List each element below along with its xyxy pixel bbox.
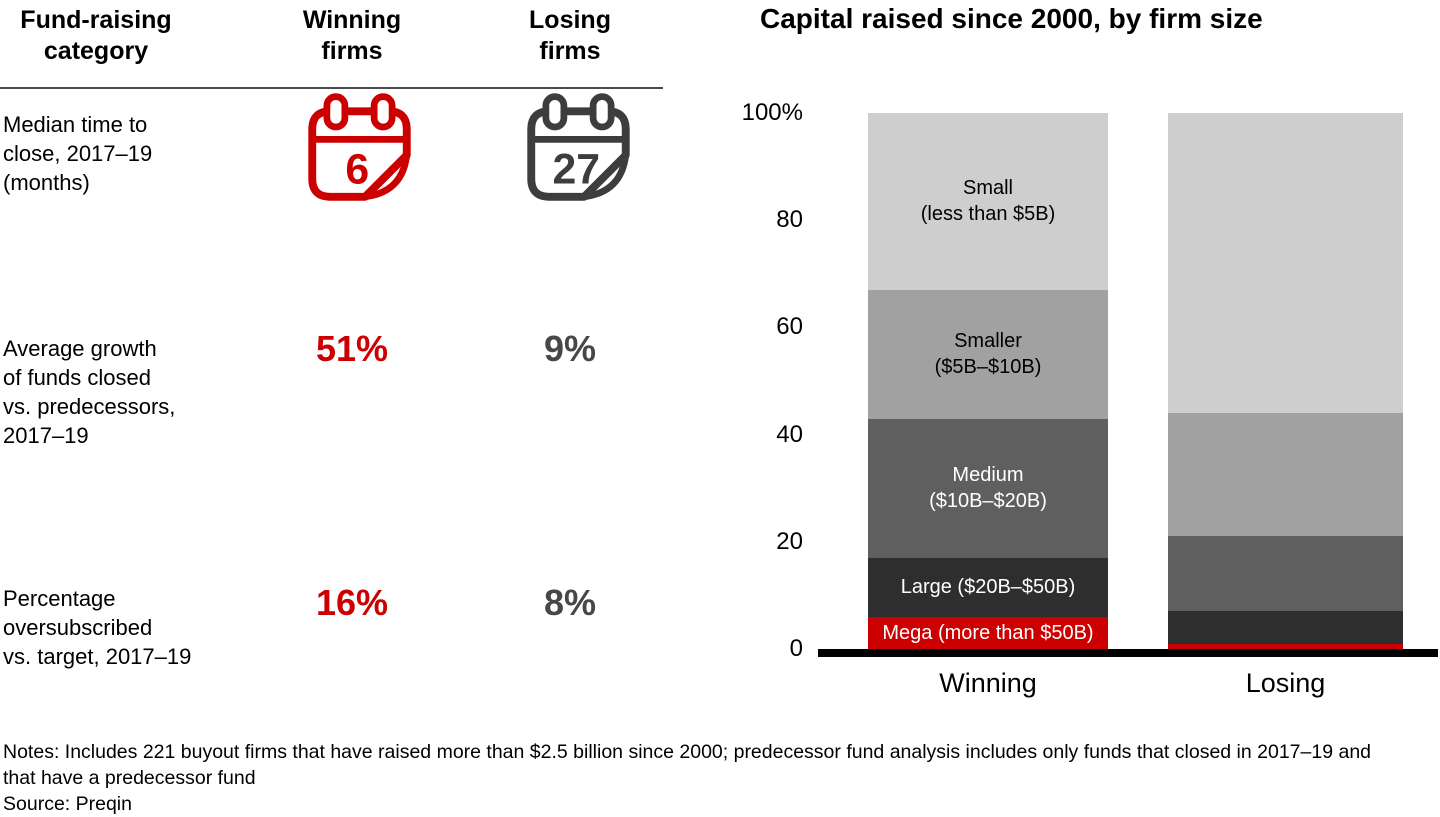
- table-header-winning-firms: Winning firms: [302, 6, 402, 65]
- row-label-average-growth: Average growth of funds closed vs. prede…: [3, 336, 176, 448]
- bar-segment: Mega (more than $50B): [868, 616, 1108, 649]
- y-tick-label: 0: [789, 635, 803, 662]
- calendar-icon-winning: 6: [308, 93, 411, 201]
- x-axis-baseline: [818, 649, 1438, 657]
- value-losing-oversubscribed: 8%: [543, 582, 597, 623]
- bar-winning: Small (less than $5B) Smaller ($5B–$10B) M…: [868, 113, 1108, 649]
- bar-segment: Small (less than $5B): [868, 113, 1108, 290]
- bar-segment: [1168, 536, 1403, 612]
- segment-label: Large ($20B–$50B): [900, 576, 1076, 599]
- segment-label: Mega (more than $50B): [882, 621, 1094, 644]
- y-tick-label: 20: [776, 527, 803, 555]
- y-tick-label: 40: [776, 420, 803, 448]
- x-label-winning: Winning: [939, 668, 1037, 698]
- row-label-median-time-to-close: Median time to close, 2017–19 (months): [3, 112, 153, 195]
- value-losing-growth: 9%: [543, 328, 597, 369]
- calendar-number-winning: 6: [345, 145, 369, 193]
- bar-segment: Medium ($10B–$20B): [868, 418, 1108, 558]
- notes-text: Notes: Includes 221 buyout firms that ha…: [3, 741, 1372, 789]
- y-tick-label: 80: [776, 206, 803, 234]
- fundraising-table: Fund-raising category Winning firms Losi…: [0, 0, 680, 720]
- bar-segment: Large ($20B–$50B): [868, 557, 1108, 617]
- chart-title: Capital raised since 2000, by firm size: [760, 3, 1263, 34]
- table-header-category: Fund-raising category: [20, 6, 172, 65]
- segment-label: Small (less than $5B): [920, 177, 1056, 226]
- bar-segment: [1168, 643, 1403, 649]
- segment-label: Smaller ($5B–$10B): [934, 330, 1042, 379]
- bar-segment: Smaller ($5B–$10B): [868, 289, 1108, 419]
- bar-segment: [1168, 413, 1403, 537]
- header-divider: [0, 87, 663, 89]
- segment-label: Medium ($10B–$20B): [929, 464, 1047, 513]
- bar-losing: [1168, 113, 1403, 649]
- footer: Notes: Includes 221 buyout firms that ha…: [3, 739, 1433, 817]
- capital-raised-chart: Capital raised since 2000, by firm size: [690, 0, 1440, 720]
- value-winning-oversubscribed: 16%: [315, 582, 389, 623]
- bar-segment: [1168, 113, 1403, 414]
- source-text: Source: Preqin: [3, 793, 132, 815]
- calendar-number-losing: 27: [552, 145, 600, 193]
- table-header-losing-firms: Losing firms: [529, 6, 611, 65]
- y-tick-label: 60: [776, 313, 803, 341]
- x-label-losing: Losing: [1245, 668, 1326, 698]
- calendar-icon-losing: 27: [527, 93, 630, 201]
- row-label-percentage-oversubscribed: Percentage oversubscribed vs. target, 20…: [3, 586, 192, 669]
- value-winning-growth: 51%: [315, 328, 389, 369]
- bar-segment: [1168, 611, 1403, 644]
- y-tick-label: 100%: [741, 99, 803, 126]
